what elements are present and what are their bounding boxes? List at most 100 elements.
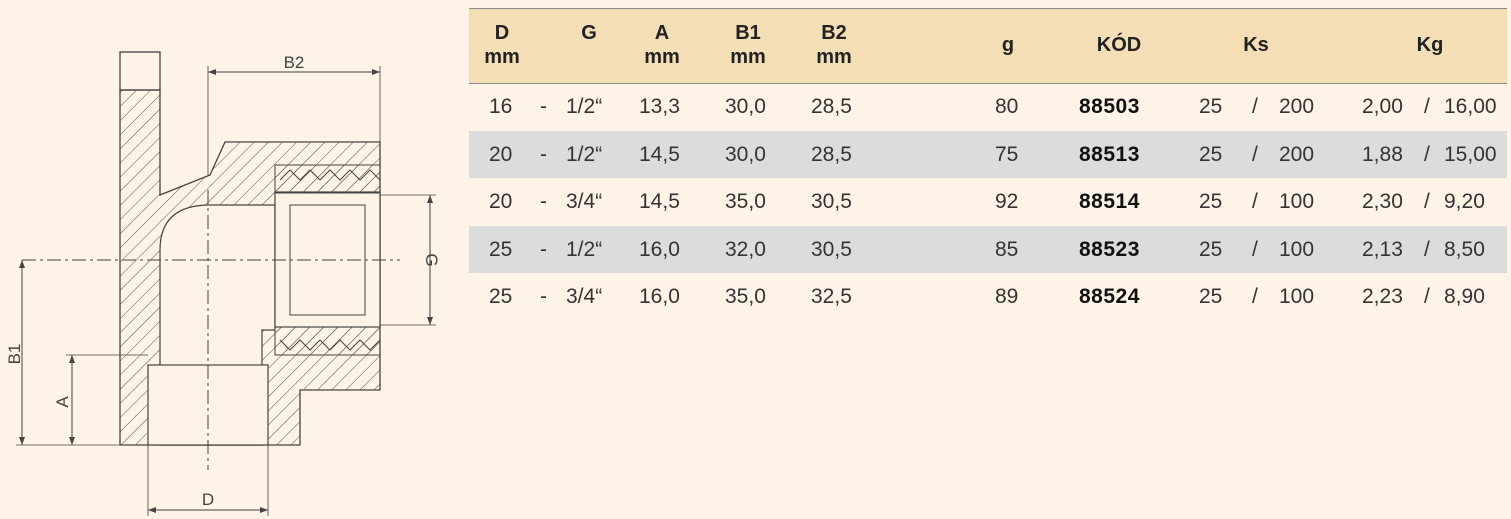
header-g: G	[564, 21, 614, 45]
thread-top	[274, 164, 381, 194]
cell-ks-qty: 25	[1199, 237, 1223, 261]
dim-label-a: A	[53, 396, 72, 408]
dim-label-b1: B1	[5, 344, 24, 365]
cell-b1: 30,0	[725, 142, 766, 166]
table-row: 20 -3/4“ 14,5 35,0 30,5 92 88514 25 / 100 2,30 / 9,2…	[469, 178, 1507, 225]
cell-kod: 88524	[1079, 285, 1140, 308]
cell-kod: 88503	[1079, 95, 1140, 118]
fitting-cross-section-drawing: B2 B1 A G D	[5, 51, 441, 516]
table-row: 25 -3/4“ 16,0 35,0 32,5 89 88524 25 / 100 2,23 / 8,9…	[469, 273, 1507, 320]
cell-ks-slash: /	[1252, 95, 1258, 118]
table-row: 20 -1/2“ 14,5 30,0 28,5 75 88513 25 / 200 1,88 / 15,…	[469, 130, 1507, 178]
cell-d: 25	[489, 237, 513, 261]
table-header: D mm G A mm B1 mm B2 mm g KÓD Ks Kg	[469, 8, 1507, 84]
header-a-unit: mm	[644, 46, 680, 68]
header-a: A mm	[637, 21, 687, 69]
cell-ks-slash: /	[1252, 190, 1258, 213]
header-ks-label: Ks	[1243, 34, 1269, 56]
cell-kod: 88523	[1079, 237, 1140, 261]
cell-kod: 88513	[1079, 142, 1140, 166]
cell-d: 20	[489, 190, 513, 213]
header-ks: Ks	[1231, 33, 1281, 57]
cell-ks-carton: 100	[1279, 190, 1315, 213]
dim-label-b2: B2	[284, 53, 305, 72]
cell-separator: -	[540, 237, 547, 261]
header-b1-unit: mm	[730, 46, 766, 68]
cell-a: 16,0	[639, 285, 680, 308]
cell-kg-b: 8,90	[1444, 285, 1485, 308]
cell-ks-carton: 200	[1279, 142, 1315, 166]
header-b2: B2 mm	[809, 21, 859, 69]
header-g-label: G	[581, 22, 597, 44]
cell-b1: 32,0	[725, 237, 766, 261]
header-d-label: D	[494, 22, 510, 44]
cell-g: 1/2“	[566, 95, 603, 118]
header-a-label: A	[654, 22, 670, 44]
thread-bottom	[274, 326, 381, 356]
thread-teeth-bottom	[279, 339, 381, 351]
cell-kg-b: 8,50	[1444, 237, 1485, 261]
thread-teeth-top	[279, 169, 381, 181]
cell-weight-g: 92	[995, 190, 1019, 213]
cell-b2: 30,5	[811, 237, 852, 261]
header-b1: B1 mm	[723, 21, 773, 69]
cell-g: 1/2“	[566, 237, 603, 261]
cell-weight-g: 85	[995, 237, 1019, 261]
cell-b2: 28,5	[811, 142, 852, 166]
cell-b1: 35,0	[725, 190, 766, 213]
specification-table: D mm G A mm B1 mm B2 mm g KÓD Ks Kg 1	[469, 8, 1507, 307]
cell-weight-g: 89	[995, 285, 1019, 308]
cell-g: 3/4“	[566, 285, 603, 308]
cell-d: 25	[489, 285, 513, 308]
header-d-unit: mm	[484, 46, 520, 68]
cell-weight-g: 75	[995, 142, 1019, 166]
cell-kg-slash: /	[1424, 285, 1430, 308]
cell-g: 1/2“	[566, 142, 603, 166]
cell-b1: 35,0	[725, 285, 766, 308]
cell-ks-qty: 25	[1199, 95, 1223, 118]
cell-ks-carton: 100	[1279, 285, 1315, 308]
cell-ks-slash: /	[1252, 237, 1258, 261]
cell-d: 16	[489, 95, 513, 118]
cell-d: 20	[489, 142, 513, 166]
cell-kg-b: 15,00	[1444, 142, 1497, 166]
cell-a: 14,5	[639, 142, 680, 166]
cell-weight-g: 80	[995, 95, 1019, 118]
header-kg-label: Kg	[1416, 34, 1444, 56]
dim-label-g: G	[422, 253, 441, 266]
cell-ks-qty: 25	[1199, 142, 1223, 166]
cell-kg-a: 2,30	[1362, 190, 1403, 213]
cell-kg-slash: /	[1424, 237, 1430, 261]
cell-a: 13,3	[639, 95, 680, 118]
cell-separator: -	[540, 142, 547, 166]
header-kod-label: KÓD	[1096, 34, 1142, 56]
table-row: 25 -1/2“ 16,0 32,0 30,5 85 88523 25 / 100 2,13 / 8,5…	[469, 225, 1507, 273]
cell-kg-b: 16,00	[1444, 95, 1497, 118]
cell-kg-a: 2,13	[1362, 237, 1403, 261]
cell-kg-a: 2,23	[1362, 285, 1403, 308]
cell-kg-a: 1,88	[1362, 142, 1403, 166]
table-row: 16 -1/2“ 13,3 30,0 28,5 80 88503 25 / 200 2,00 / 16,…	[469, 83, 1507, 130]
cell-ks-slash: /	[1252, 285, 1258, 308]
cell-kg-b: 9,20	[1444, 190, 1485, 213]
cell-kod: 88514	[1079, 190, 1140, 213]
cell-g: 3/4“	[566, 190, 603, 213]
cell-ks-slash: /	[1252, 142, 1258, 166]
cell-kg-slash: /	[1424, 95, 1430, 118]
cell-separator: -	[540, 285, 547, 308]
cell-a: 16,0	[639, 237, 680, 261]
cell-kg-slash: /	[1424, 142, 1430, 166]
cell-separator: -	[540, 95, 547, 118]
wall-plate-top	[119, 51, 161, 91]
cell-kg-slash: /	[1424, 190, 1430, 213]
header-b2-unit: mm	[816, 46, 852, 68]
cell-b2: 28,5	[811, 95, 852, 118]
header-b2-label: B2	[821, 22, 847, 44]
header-kod: KÓD	[1079, 33, 1159, 57]
cell-ks-carton: 200	[1279, 95, 1315, 118]
cell-ks-qty: 25	[1199, 190, 1223, 213]
cell-ks-qty: 25	[1199, 285, 1223, 308]
cell-kg-a: 2,00	[1362, 95, 1403, 118]
cell-separator: -	[540, 190, 547, 213]
dim-label-d: D	[202, 490, 214, 509]
